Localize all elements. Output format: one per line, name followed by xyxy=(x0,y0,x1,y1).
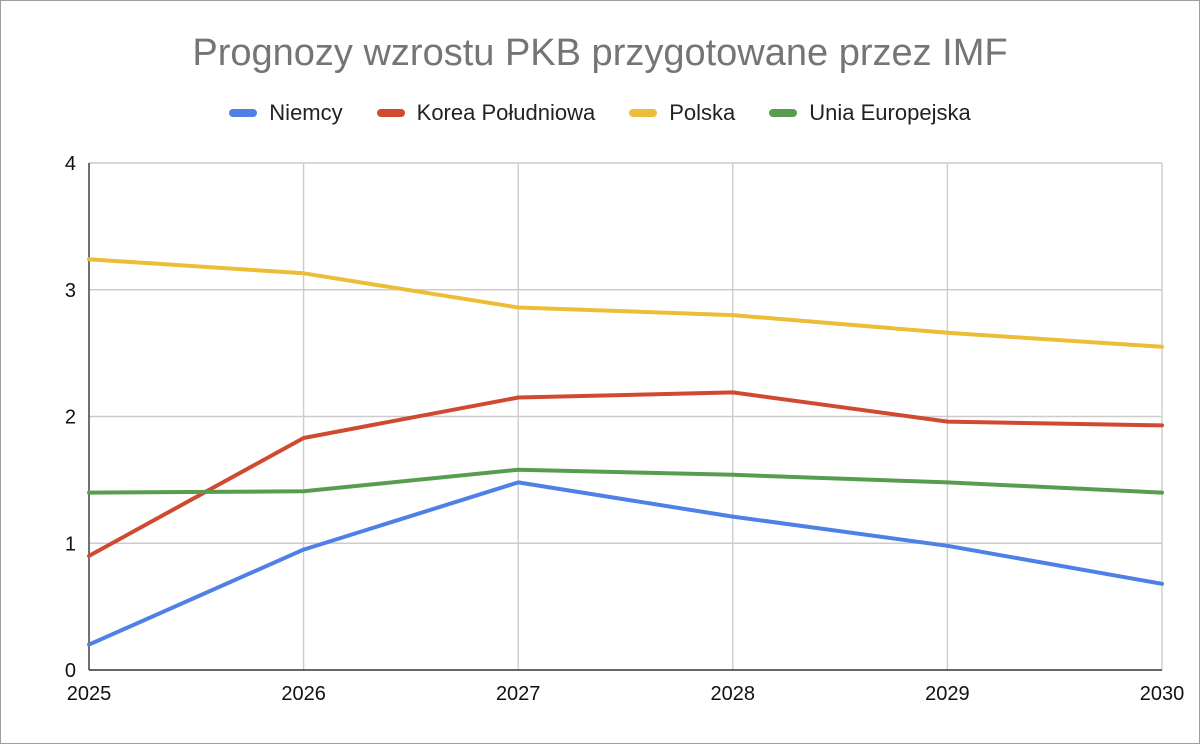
y-tick-label: 1 xyxy=(65,533,76,555)
y-tick-label: 2 xyxy=(65,407,76,429)
x-tick-label: 2030 xyxy=(1140,683,1185,705)
legend-swatch xyxy=(769,109,798,117)
legend-label: Polska xyxy=(669,100,736,125)
legend-item: Polska xyxy=(629,100,735,126)
series-line-unia-europejska xyxy=(87,467,1164,495)
y-tick-label: 4 xyxy=(65,153,76,175)
legend-item: Unia Europejska xyxy=(769,100,971,126)
legend-swatch xyxy=(629,109,658,117)
legend-swatch xyxy=(229,109,258,117)
chart-legend: Niemcy Korea Południowa Polska Unia Europej… xyxy=(0,100,1200,126)
legend-item: Korea Południowa xyxy=(376,100,596,126)
x-tick-label: 2027 xyxy=(496,683,541,705)
chart-title: Prognozy wzrostu PKB przygotowane przez … xyxy=(192,32,1008,74)
y-tick-label: 0 xyxy=(65,660,76,682)
series-line-niemcy xyxy=(87,480,1164,647)
legend-label: Niemcy xyxy=(269,100,343,125)
legend-label: Korea Południowa xyxy=(416,100,596,125)
x-tick-label: 2026 xyxy=(281,683,326,705)
x-tick-label: 2025 xyxy=(67,683,112,705)
legend-swatch xyxy=(376,109,405,117)
legend-label: Unia Europejska xyxy=(809,100,971,125)
y-tick-label: 3 xyxy=(65,280,76,302)
x-tick-label: 2028 xyxy=(711,683,756,705)
series-line-korea-poludniowa xyxy=(87,390,1164,558)
series-line-polska xyxy=(87,257,1164,349)
x-tick-label: 2029 xyxy=(925,683,970,705)
legend-item: Niemcy xyxy=(229,100,343,126)
